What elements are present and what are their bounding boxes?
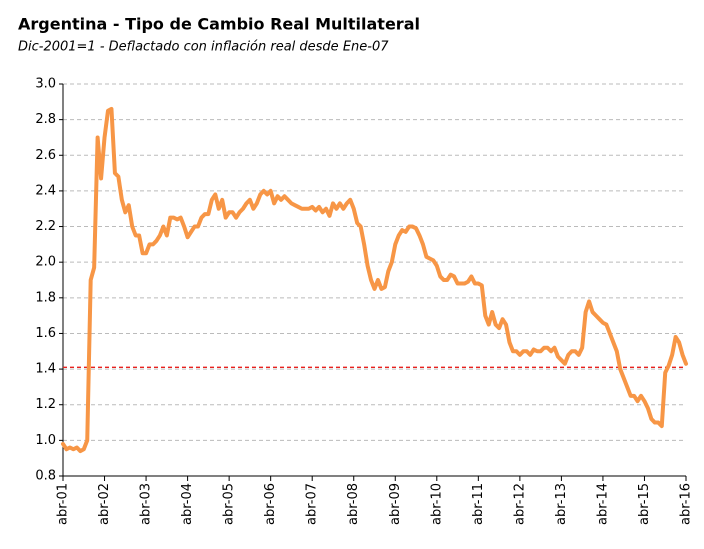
chart-subtitle: Dic-2001=1 - Deflactado con inflación re… [18,40,389,55]
y-tick-label: 2.6 [35,148,56,163]
chart-title: Argentina - Tipo de Cambio Real Multilat… [18,15,420,34]
x-tick-label: abr-13 [554,483,569,525]
y-tick-label: 1.0 [35,433,56,448]
x-tick-label: abr-15 [637,483,652,525]
x-tick-label: abr-04 [180,483,195,525]
y-tick-label: 2.8 [35,112,56,127]
x-tick-label: abr-16 [679,483,694,525]
y-tick-label: 2.4 [35,183,56,198]
x-tick-label: abr-11 [471,483,486,525]
y-tick-label: 0.8 [35,469,56,484]
line-series [61,106,688,454]
x-tick-label: abr-10 [429,483,444,525]
y-tick-label: 3.0 [35,77,56,92]
y-tick-label: 1.6 [35,326,56,341]
x-tick-label: abr-14 [595,483,610,525]
x-tick-label: abr-03 [139,483,154,525]
x-tick-label: abr-09 [388,483,403,525]
y-tick-label: 1.2 [35,397,56,412]
x-tick-label: abr-02 [97,483,112,525]
y-tick-label: 1.4 [35,362,56,377]
x-tick-label: abr-05 [222,483,237,525]
x-tick-label: abr-06 [263,483,278,525]
x-tick-label: abr-08 [346,483,361,525]
y-tick-label: 2.0 [35,255,56,270]
x-tick-label: abr-12 [512,483,527,525]
y-tick-label: 1.8 [35,290,56,305]
x-tick-label: abr-01 [56,483,71,525]
y-tick-label: 2.2 [35,219,56,234]
x-tick-label: abr-07 [305,483,320,525]
